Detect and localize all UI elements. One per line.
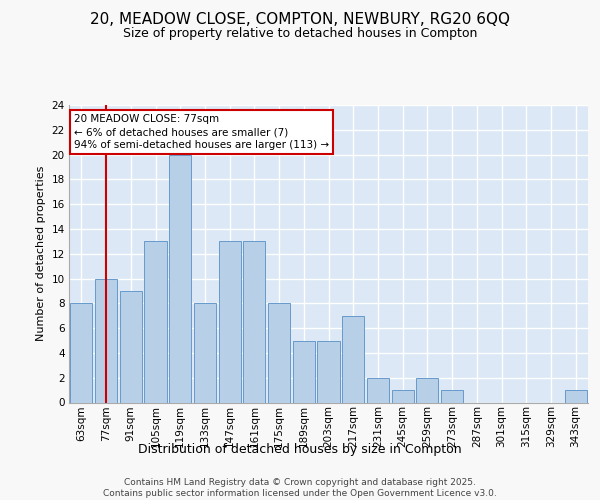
Bar: [441, 390, 463, 402]
Bar: [70, 304, 92, 402]
Bar: [268, 304, 290, 402]
Bar: [293, 340, 315, 402]
Bar: [392, 390, 414, 402]
Y-axis label: Number of detached properties: Number of detached properties: [36, 166, 46, 342]
Bar: [145, 242, 167, 402]
Text: 20 MEADOW CLOSE: 77sqm
← 6% of detached houses are smaller (7)
94% of semi-detac: 20 MEADOW CLOSE: 77sqm ← 6% of detached …: [74, 114, 329, 150]
Bar: [218, 242, 241, 402]
Bar: [367, 378, 389, 402]
Bar: [416, 378, 439, 402]
Text: Size of property relative to detached houses in Compton: Size of property relative to detached ho…: [123, 28, 477, 40]
Bar: [169, 154, 191, 402]
Bar: [95, 278, 117, 402]
Bar: [342, 316, 364, 402]
Bar: [317, 340, 340, 402]
Text: Contains HM Land Registry data © Crown copyright and database right 2025.
Contai: Contains HM Land Registry data © Crown c…: [103, 478, 497, 498]
Text: Distribution of detached houses by size in Compton: Distribution of detached houses by size …: [138, 442, 462, 456]
Bar: [194, 304, 216, 402]
Bar: [243, 242, 265, 402]
Bar: [565, 390, 587, 402]
Text: 20, MEADOW CLOSE, COMPTON, NEWBURY, RG20 6QQ: 20, MEADOW CLOSE, COMPTON, NEWBURY, RG20…: [90, 12, 510, 28]
Bar: [119, 291, 142, 403]
